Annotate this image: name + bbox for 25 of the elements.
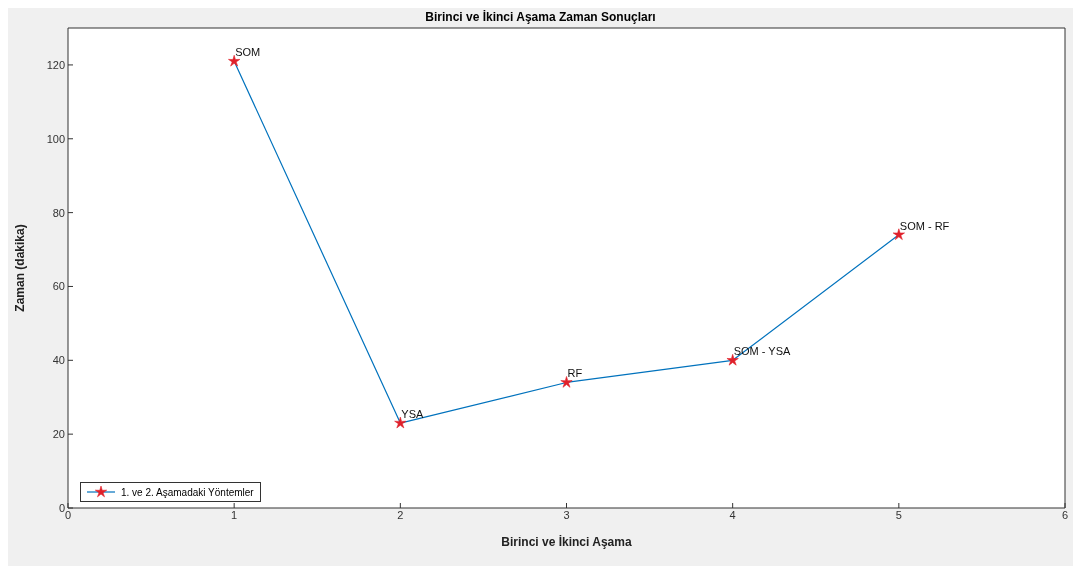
annotation: RF [567, 367, 583, 380]
y-tick-label: 100 [46, 132, 65, 145]
x-tick-label: 4 [729, 508, 736, 521]
x-tick-label: 3 [563, 508, 570, 521]
x-tick-label: 6 [1061, 508, 1069, 521]
x-tick-label: 1 [231, 508, 238, 521]
x-tick-label: 2 [397, 508, 404, 521]
y-tick-label: 60 [52, 280, 65, 293]
annotation: SOM - RF [899, 219, 950, 232]
annotation: YSA [401, 408, 425, 421]
point [560, 376, 573, 388]
point [228, 54, 241, 67]
y-tick-label: 120 [46, 58, 65, 71]
point [726, 354, 739, 366]
x-axis-title: Birinci ve İkinci Aşama [501, 534, 632, 549]
chart-title: Birinci ve İkinci Aşama Zaman Sonuçları [424, 10, 657, 24]
legend-label: 1. ve 2. Aşamadaki Yöntemler [121, 486, 254, 498]
x-tick-label: 5 [895, 508, 902, 521]
y-tick-label: 40 [52, 354, 65, 367]
y-tick-label: 20 [52, 428, 65, 441]
y-axis-title: Zaman (dakika) [13, 224, 28, 312]
point [892, 228, 905, 240]
y-tick-label: 80 [52, 206, 65, 219]
point [394, 416, 407, 429]
annotation: SOM [235, 46, 261, 59]
